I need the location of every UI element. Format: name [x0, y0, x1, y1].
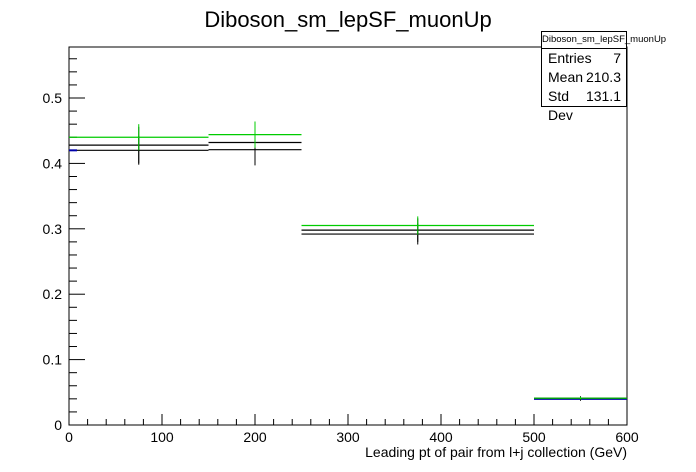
chart-title: Diboson_sm_lepSF_muonUp	[204, 7, 491, 32]
stats-box-title: Diboson_sm_lepSF_muonUp	[542, 32, 666, 49]
y-tick-label: 0.2	[43, 286, 63, 302]
y-tick-label: 0.4	[43, 155, 63, 171]
stats-label: Mean	[548, 69, 584, 85]
x-tick-label: 600	[615, 429, 639, 445]
axes: 0 100 200 300 400 500 600 0 0.1 0.2 0.3 0.4 0.5	[43, 58, 639, 445]
x-tick-label: 400	[429, 429, 453, 445]
y-tick-label: 0.3	[43, 221, 63, 237]
x-axis-label: Leading pt of pair from l+j collection (…	[365, 444, 627, 460]
stats-row-stddev: Std Dev 131.1	[542, 87, 626, 125]
x-tick-label: 0	[65, 429, 73, 445]
stats-row-mean: Mean 210.3	[542, 68, 626, 87]
y-tick-label: 0.1	[43, 352, 63, 368]
stats-box: Diboson_sm_lepSF_muonUp Entries 7 Mean 2…	[541, 31, 666, 123]
stats-value: 131.1	[585, 88, 621, 104]
x-tick-label: 100	[150, 429, 174, 445]
y-tick-label: 0.5	[43, 90, 63, 106]
y-tick-label: 0	[54, 417, 62, 433]
stats-row-entries: Entries 7	[542, 49, 626, 68]
stats-label: Std Dev	[548, 88, 573, 123]
histogram-bins	[69, 121, 627, 401]
x-tick-label: 200	[243, 429, 267, 445]
stats-value: 7	[613, 50, 621, 66]
stats-value: 210.3	[585, 69, 621, 85]
x-tick-label: 300	[336, 429, 360, 445]
x-tick-label: 500	[522, 429, 546, 445]
stats-label: Entries	[548, 50, 592, 66]
